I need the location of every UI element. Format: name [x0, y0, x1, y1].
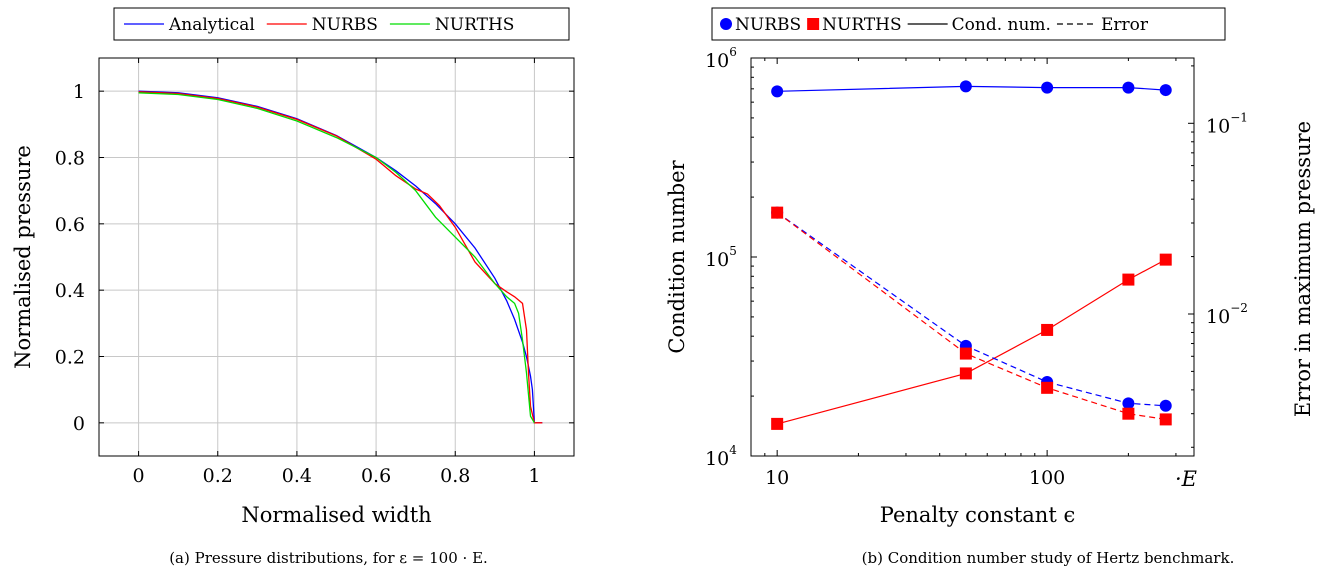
b-x-unit-label: ·E [1175, 467, 1197, 491]
a-series-line-analytical [138, 90, 543, 424]
b-caption: (b) Condition number study of Hertz benc… [862, 549, 1235, 567]
b-point-nurbs-cond [1159, 84, 1172, 97]
a-y-tick-label: 0.6 [55, 214, 85, 236]
chart-condition-number: 10 100 104 105 106 10−2 10−1 Penalty constant … [665, 7, 1315, 567]
b-point-nurbs-cond [771, 85, 784, 98]
b-point-nurbs-cond [1041, 81, 1054, 94]
b-y-tick-label-exp: 6 [729, 45, 737, 59]
a-grid [99, 58, 574, 456]
a-legend: Analytical NURBS NURTHS [113, 7, 570, 41]
a-x-axis-label: Normalised width [241, 503, 431, 527]
a-x-tick-label: 0.6 [361, 465, 391, 487]
b-point-nurbs-cond [959, 80, 972, 93]
b-point-nurbs-error [1159, 399, 1172, 412]
b-point-nurths-error [771, 206, 784, 219]
a-legend-label: NURBS [312, 15, 378, 35]
b-point-nurths-cond [1041, 323, 1054, 336]
b-legend-box [711, 7, 1226, 41]
b-y-axis-label-right: Error in maximum pressure [1291, 121, 1315, 417]
b-legend-nurbs-swatch [720, 18, 732, 30]
b-series-line-nurths-error [776, 212, 1166, 420]
b-series-line-nurbs-error [776, 212, 1166, 407]
b-point-nurbs-error [1122, 397, 1135, 410]
b-y-tick-label-exp: 5 [729, 244, 737, 258]
b-y-axis-label-left: Condition number [665, 159, 689, 353]
a-series-group [138, 90, 543, 424]
b-y-tick-label-right: 10−2 [1206, 301, 1248, 328]
b-point-nurths-error [1159, 413, 1172, 426]
a-plot-frame [98, 57, 575, 457]
a-y-tick-label: 0 [73, 413, 85, 435]
b-point-nurths-error [1041, 381, 1054, 394]
a-legend-label: NURTHS [435, 15, 515, 35]
a-y-axis-label: Normalised pressure [11, 145, 35, 369]
b-series-group [771, 80, 1172, 430]
a-x-tick-label: 0.4 [282, 465, 312, 487]
a-x-tick-label: 0.2 [203, 465, 233, 487]
b-plot-frame [750, 57, 1195, 457]
b-x-tick-label: 100 [1029, 467, 1065, 489]
b-y-tick-label-exp: 4 [729, 443, 737, 457]
a-x-tick-label: 1 [528, 465, 540, 487]
b-y-tick-label-right-exp: −2 [1230, 301, 1248, 315]
a-x-tick-label: 0.8 [440, 465, 470, 487]
b-y-tick-label-left: 106 [705, 45, 737, 72]
b-legend: NURBS NURTHS Cond. num. Error [711, 7, 1226, 41]
b-legend-nurths-label: NURTHS [822, 15, 902, 35]
b-point-nurths-cond [1122, 273, 1135, 286]
chart-pressure-distributions: 0 0.2 0.4 0.6 0.8 1 0 0.2 0.4 0.6 0.8 1 Normalised … [11, 7, 575, 567]
b-point-nurths-cond [959, 367, 972, 380]
b-point-nurbs-cond [1122, 81, 1135, 94]
b-point-nurths-cond [1159, 253, 1172, 266]
b-y-tick-label-left: 104 [705, 443, 737, 470]
a-y-tick-label: 0.4 [55, 280, 85, 302]
a-y-tick-label: 1 [73, 81, 85, 103]
a-legend-box [113, 7, 570, 41]
b-point-nurths-error [1122, 407, 1135, 420]
b-series-line-nurths-cond [777, 259, 1166, 425]
a-series-line-nurbs [138, 91, 543, 424]
b-legend-nurbs-label: NURBS [735, 15, 801, 35]
b-ticks: 10 100 104 105 106 10−2 10−1 [705, 45, 1248, 489]
b-point-nurths-cond [771, 417, 784, 430]
b-legend-error-label: Error [1101, 15, 1149, 35]
b-y-tick-label-left: 105 [705, 244, 737, 271]
b-y-tick-label-right: 10−1 [1206, 110, 1248, 137]
b-x-axis-label: Penalty constant ϵ [880, 503, 1075, 527]
a-x-tick-label: 0 [133, 465, 145, 487]
b-legend-nurths-swatch [807, 18, 820, 30]
a-y-tick-label: 0.2 [55, 347, 85, 369]
a-ticks: 0 0.2 0.4 0.6 0.8 1 0 0.2 0.4 0.6 0.8 1 [55, 58, 574, 487]
b-x-tick-label: 10 [765, 467, 789, 489]
b-y-tick-label-right-exp: −1 [1230, 110, 1248, 124]
b-point-nurths-error [959, 347, 972, 360]
a-series-line-nurths [138, 92, 535, 424]
a-legend-label: Analytical [168, 15, 255, 35]
b-legend-cond-num-label: Cond. num. [952, 15, 1051, 35]
a-caption: (a) Pressure distributions, for ε = 100 … [169, 549, 488, 567]
a-y-tick-label: 0.8 [55, 148, 85, 170]
